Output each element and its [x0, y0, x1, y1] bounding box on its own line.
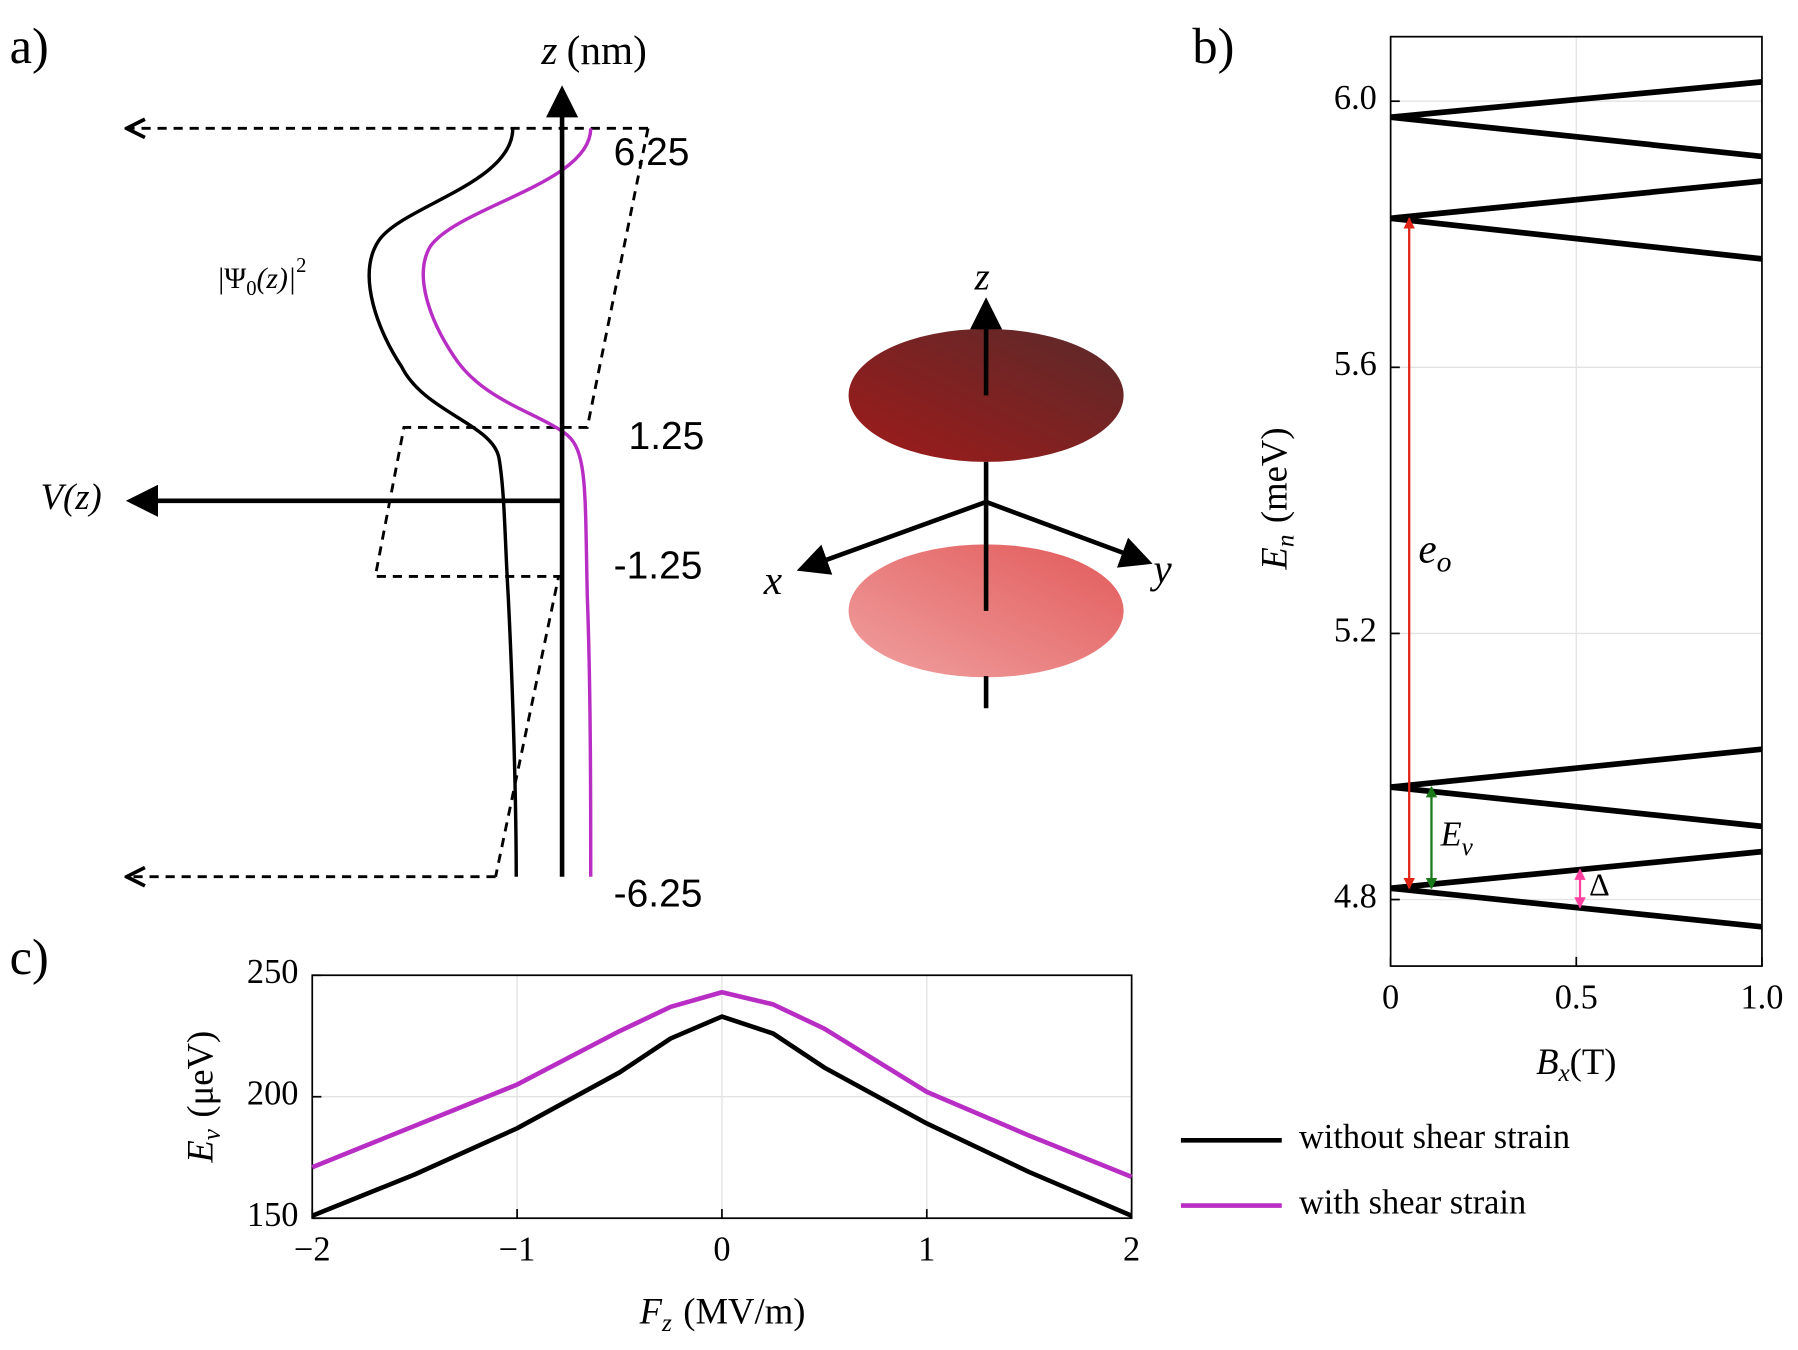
y-axis-label: Ev (μeV)	[180, 1031, 226, 1164]
axis-label: V(z)	[41, 476, 102, 517]
annotation-label: Ev	[1440, 816, 1474, 861]
y-tick-label: 5.2	[1334, 611, 1377, 649]
y-tick-label: 200	[247, 1075, 299, 1113]
unit: (nm)	[567, 27, 647, 74]
z-tick-label: -6.25	[614, 872, 703, 915]
annotation-symbol: Δ	[1589, 867, 1610, 903]
panel-label: b)	[1192, 18, 1234, 74]
subscript: v	[198, 1128, 225, 1140]
plot-frame	[1389, 35, 1763, 967]
upper-lobe	[848, 328, 1124, 462]
z-tick-label: 1.25	[629, 415, 705, 458]
annotation-symbol: e	[1418, 526, 1436, 572]
symbol: E	[1254, 547, 1295, 570]
wavefunction	[367, 128, 518, 877]
y-tick-label: 6.0	[1334, 79, 1377, 117]
wavefunction	[421, 128, 593, 877]
unit: (μeV)	[180, 1031, 221, 1118]
legend-label: without shear strain	[1299, 1118, 1570, 1156]
annotation-label: eo	[1418, 526, 1451, 579]
x-tick-label: 0.5	[1555, 978, 1598, 1016]
panel-label: a)	[10, 18, 49, 74]
y-tick-label: 250	[247, 953, 299, 991]
z-tick-label: -1.25	[614, 545, 703, 588]
plot-frame	[311, 974, 1133, 1220]
series-line	[1390, 784, 1763, 830]
symbol: z	[540, 27, 557, 73]
annotation-symbol: E	[1440, 816, 1462, 854]
series-line	[311, 1014, 1133, 1218]
series-line	[1390, 114, 1763, 160]
unit: (T)	[1570, 1041, 1617, 1082]
y-tick-label: 4.8	[1334, 877, 1377, 915]
x-tick-label: −2	[294, 1230, 331, 1268]
series-line	[1390, 79, 1763, 121]
panel-label: c)	[10, 929, 49, 985]
panel-a: z (nm) V(z) |Ψ0(z)|2 6.25 1.25 -1.25 -6.2…	[41, 27, 705, 915]
series-line	[1390, 178, 1763, 222]
legend-label: with shear strain	[1299, 1183, 1526, 1221]
x-tick-label: 2	[1123, 1230, 1140, 1268]
subscript: z	[661, 1310, 672, 1337]
unit: (meV)	[1254, 427, 1295, 523]
schematic: z x y	[763, 256, 1172, 709]
series-line	[311, 989, 1133, 1180]
symbol: E	[180, 1140, 221, 1163]
x-tick-label: 0	[1382, 978, 1399, 1016]
x-axis-label: Fz (MV/m)	[639, 1291, 806, 1337]
subscript: 0	[246, 278, 256, 300]
series-line	[1390, 215, 1763, 262]
y-tick-label: 150	[247, 1196, 299, 1234]
x-axis-label: Bx(T)	[1536, 1041, 1616, 1087]
part: |Ψ	[218, 262, 246, 295]
axis-label: z (nm)	[540, 27, 646, 74]
axis-label: z	[974, 256, 990, 299]
annotation-subscript: v	[1462, 834, 1474, 861]
unit: (MV/m)	[683, 1291, 805, 1332]
x-tick-label: 1.0	[1740, 978, 1783, 1016]
annotation-subscript: o	[1437, 546, 1452, 579]
x-axis	[796, 499, 987, 575]
symbol: B	[1536, 1041, 1558, 1082]
symbol: F	[639, 1291, 663, 1332]
axis-label: y	[1149, 545, 1172, 591]
superscript: 2	[296, 255, 306, 277]
y-axis-label: En (meV)	[1254, 427, 1300, 570]
x-tick-label: 0	[713, 1230, 730, 1268]
y-tick-label: 5.6	[1334, 345, 1377, 383]
x-tick-label: −1	[499, 1230, 536, 1268]
annotation-label: Δ	[1589, 867, 1610, 903]
part: (z)|	[257, 262, 297, 295]
series-line	[1390, 746, 1763, 790]
axis-label: x	[763, 557, 782, 603]
z-tick-label: 6.25	[614, 131, 690, 174]
x-tick-label: 1	[918, 1230, 935, 1268]
wavefunction-label: |Ψ0(z)|2	[218, 255, 306, 300]
y-axis	[985, 499, 1153, 568]
subscript: x	[1557, 1060, 1569, 1087]
subscript: n	[1272, 535, 1299, 548]
